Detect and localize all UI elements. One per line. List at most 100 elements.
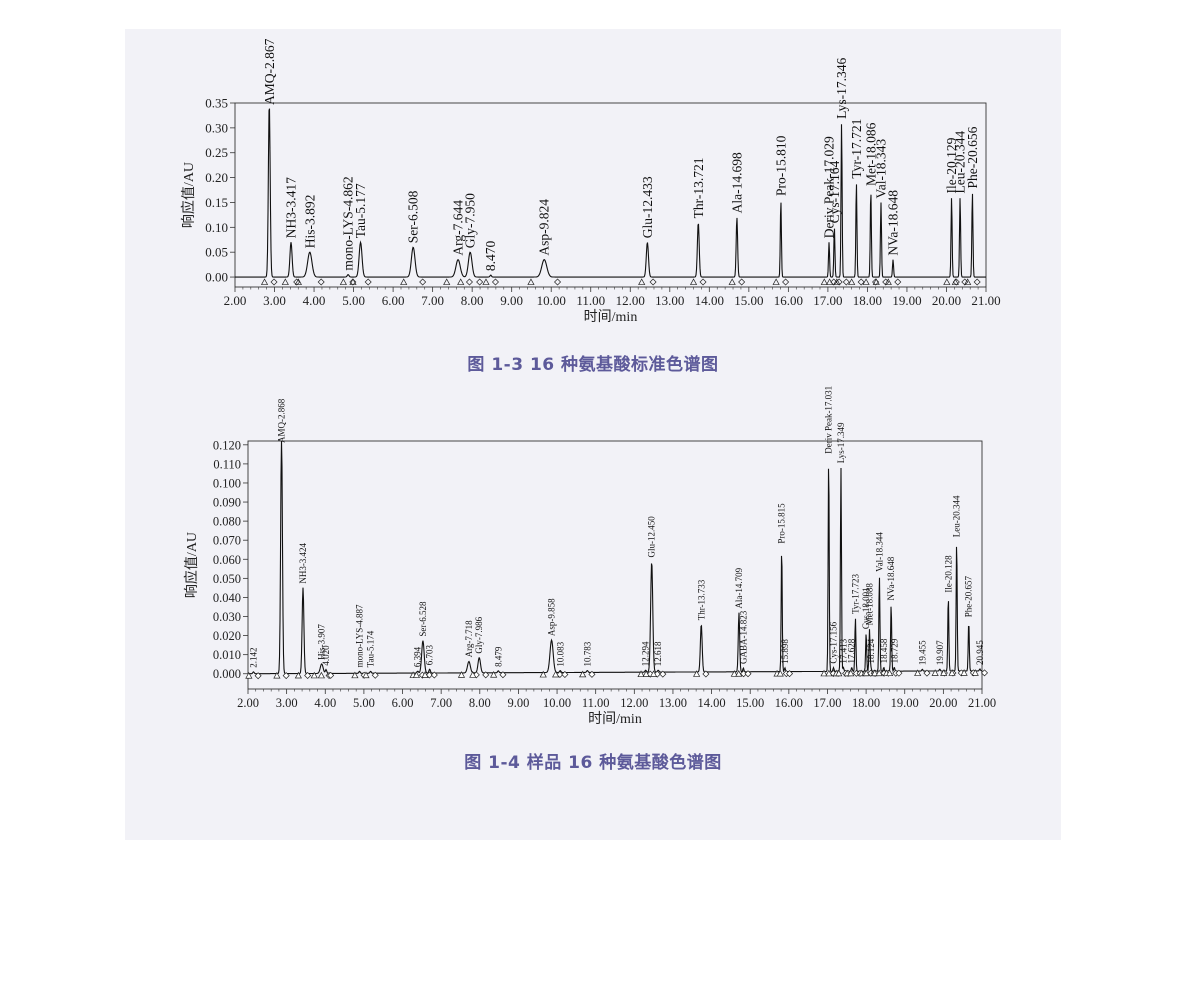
chart2-peak-start-marker <box>469 671 477 678</box>
chart1-peak-end-marker <box>699 278 707 286</box>
chart1-peak-start-marker <box>400 278 408 285</box>
chart2-peak-label: Cys-17.156 <box>829 621 839 663</box>
chart2-peak-end-marker <box>744 670 752 678</box>
chart2-peak-start-marker <box>875 669 883 677</box>
chart1-x-tick-label: 11.00 <box>576 293 605 308</box>
chart1-peak-start-marker <box>527 278 535 285</box>
chart2-y-tick-label: 0.080 <box>213 515 241 529</box>
chart2-x-tick-label: 4.00 <box>314 696 336 710</box>
chart2-x-tick-label: 8.00 <box>469 696 491 710</box>
chart2-x-tick-label: 12.00 <box>620 696 648 710</box>
chart2-y-tick-label: 0.030 <box>213 610 241 624</box>
chart2-y-tick-label: 0.120 <box>213 438 241 452</box>
chart2-peak-end-marker <box>786 670 794 678</box>
chart2-y-tick-label: 0.110 <box>213 457 241 471</box>
chart2-peak-start-marker <box>820 669 828 677</box>
chart2-peak-start-marker <box>310 671 318 679</box>
chart1-peak-start-marker <box>964 278 972 285</box>
chart2-peak-start-marker <box>412 671 421 678</box>
chart1-peak-start-marker <box>833 278 841 285</box>
chart1-y-tick-label: 0.30 <box>205 120 228 135</box>
chart2-peak-start-marker <box>886 669 894 677</box>
chart1-peak-start-marker <box>862 278 870 285</box>
chart1-peak-end-marker <box>857 278 865 286</box>
chart1-peak-end-marker <box>419 278 427 286</box>
chart2-peak-label: Lys-17.349 <box>836 422 846 463</box>
chart2-peak-start-marker <box>539 670 547 678</box>
chart2-peak-start-marker <box>971 669 979 676</box>
chart1-peak-label: Val-18.343 <box>873 139 888 199</box>
chart2-peak-start-marker <box>940 669 948 676</box>
chart1-peak-start-marker <box>820 278 828 285</box>
chart-standard-chromatogram: 0.00 0.05 0.10 0.15 0.20 0.25 0.30 0.35 2.00 3.00… <box>180 38 1001 325</box>
chart2-peak-label: Gly-7.986 <box>474 616 484 653</box>
chart1-y-tick-label: 0.20 <box>205 170 228 185</box>
chart2-peak-label: 2.142 <box>248 648 258 668</box>
chart2-peak-label: 18.729 <box>889 638 899 663</box>
chart1-peak-start-marker <box>638 278 646 285</box>
chart2-peak-end-marker <box>430 671 438 679</box>
chart2-peak-label: Ser-6.528 <box>418 601 428 637</box>
chart2-y-tick-label: 0.100 <box>213 476 241 490</box>
chart2-x-tick-label: 19.00 <box>891 696 919 710</box>
chart1-peak-start-marker <box>349 278 357 285</box>
chart2-peak-start-marker <box>457 671 466 678</box>
chart2-peak-start-marker <box>693 670 701 677</box>
chart2-x-tick-label: 10.00 <box>543 696 571 710</box>
chart1-peak-start-marker <box>260 278 269 285</box>
chart2-x-tick-label: 7.00 <box>430 696 452 710</box>
chart1-peak-end-marker <box>738 278 746 286</box>
chart2-x-tick-label: 11.00 <box>582 696 610 710</box>
chart2-peak-start-marker <box>960 669 968 676</box>
chart1-peak-end-marker <box>649 278 657 286</box>
chart2-x-tick-label: 14.00 <box>698 696 726 710</box>
chart1-peak-start-marker <box>872 278 880 285</box>
chart2-peak-label: Ile-20.128 <box>943 555 953 593</box>
chart1-peak-label: NH3-3.417 <box>284 177 299 238</box>
chart2-peak-end-marker <box>702 670 710 678</box>
chart2-x-tick-label: 21.00 <box>968 696 996 710</box>
chart1-peak-label: 8.470 <box>483 240 498 271</box>
chart1-peak-label: Cys-17.164 <box>827 160 842 223</box>
chart2-peak-end-marker <box>371 671 379 679</box>
chart1-plot-frame <box>234 102 987 288</box>
chart2-peak-end-marker <box>588 670 596 678</box>
chart2-peak-end-marker <box>482 671 490 679</box>
chart2-peak-label: 18.458 <box>879 638 889 663</box>
chart2-peak-label: AMQ-2.868 <box>277 398 287 443</box>
chart1-peak-label: AMQ-2.867 <box>262 38 277 105</box>
chart2-y-tick-label: 0.000 <box>213 667 241 681</box>
chart2-peak-start-marker <box>730 670 738 677</box>
chart1-peak-label: Deriv Peak-17.029 <box>822 136 837 238</box>
chart2-peak-end-marker <box>254 672 262 680</box>
chart1-y-axis-label: 响应值/AU <box>180 162 197 228</box>
chart1-x-tick-label: 15.00 <box>734 293 763 308</box>
chart1-peak-end-marker <box>894 278 902 286</box>
figure-caption-1-4: 图 1-4 样品 16 种氨基酸色谱图 <box>464 753 722 773</box>
chart2-peak-label: mono-LYS-4.887 <box>355 604 365 667</box>
chart1-x-tick-label: 8.00 <box>461 293 484 308</box>
chart1-x-tick-label: 10.00 <box>537 293 566 308</box>
chart1-y-tick-label: 0.10 <box>205 220 228 235</box>
chart2-peak-label: NH3-3.424 <box>298 542 308 583</box>
chart2-peak-start-marker <box>642 670 650 677</box>
chart2-peak-label: Pro-15.815 <box>777 503 787 544</box>
chart2-peak-label: Leu-20.344 <box>952 495 962 537</box>
chart1-x-tick-label: 5.00 <box>342 293 365 308</box>
chart1-peak-label: Lys-17.346 <box>834 58 849 119</box>
chart2-peak-label: Ala-14.709 <box>734 567 744 608</box>
chart1-peak-label: Leu-20.344 <box>953 131 968 194</box>
chart2-peak-label: 19.455 <box>917 640 927 665</box>
chart2-peak-start-marker <box>649 670 658 677</box>
chart2-x-tick-label: 5.00 <box>353 696 375 710</box>
chart1-signal-trace <box>235 108 986 278</box>
chart1-y-tick-label: 0.05 <box>205 245 228 260</box>
chart2-peak-start-marker <box>490 671 498 678</box>
chart2-x-tick-label: 15.00 <box>736 696 764 710</box>
chart2-x-tick-label: 16.00 <box>775 696 803 710</box>
chart1-peak-label: Ala-14.698 <box>729 152 744 213</box>
chart2-x-tick-label: 3.00 <box>276 696 298 710</box>
figure-caption-1-3: 图 1-3 16 种氨基酸标准色谱图 <box>467 355 719 375</box>
chart2-peak-label: Val-18.344 <box>874 532 884 572</box>
chart1-x-tick-label: 2.00 <box>224 293 247 308</box>
